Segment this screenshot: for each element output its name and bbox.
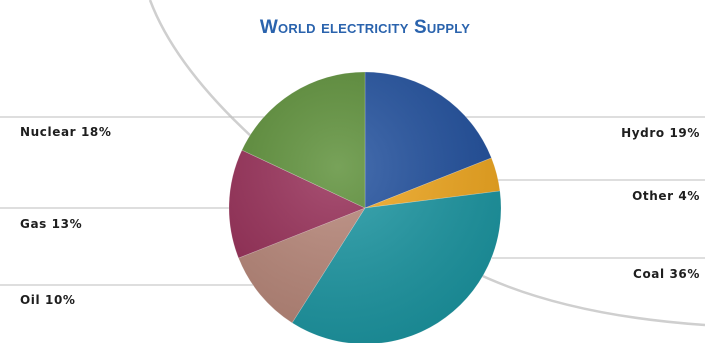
slice-label-oil: Oil 10% — [20, 293, 76, 307]
slice-label-coal: Coal 36% — [633, 267, 700, 281]
slice-labels: Hydro 19% Other 4% Coal 36% Oil 10% Gas … — [20, 125, 700, 307]
chart-title: World electricity Supply — [260, 17, 470, 38]
pie-slices — [228, 71, 502, 343]
slice-label-hydro: Hydro 19% — [621, 126, 700, 140]
slice-label-gas: Gas 13% — [20, 217, 82, 231]
slice-label-other: Other 4% — [632, 189, 700, 203]
slice-label-nuclear: Nuclear 18% — [20, 125, 111, 139]
